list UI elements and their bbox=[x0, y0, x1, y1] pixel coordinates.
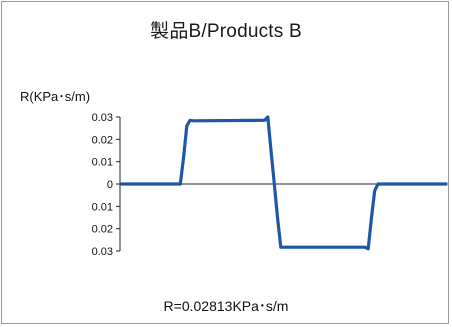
series-line-0 bbox=[120, 115, 448, 251]
y-tick-label: 0.01 bbox=[92, 157, 113, 169]
y-tick-label: 0.03 bbox=[92, 112, 113, 124]
chart-title: 製品B/Products B bbox=[150, 21, 302, 42]
chart-frame bbox=[1, 1, 449, 324]
y-axis-label: R(KPa･s/m) bbox=[20, 89, 91, 104]
y-tick-label: 0.02 bbox=[92, 134, 113, 146]
y-tick-label: 0 bbox=[107, 179, 113, 191]
y-tick-label: 0.02 bbox=[92, 224, 113, 236]
result-text: R=0.02813KPa･s/m bbox=[163, 298, 289, 314]
y-tick-label: 0.01 bbox=[92, 201, 113, 213]
y-tick-label: 0.03 bbox=[92, 246, 113, 258]
